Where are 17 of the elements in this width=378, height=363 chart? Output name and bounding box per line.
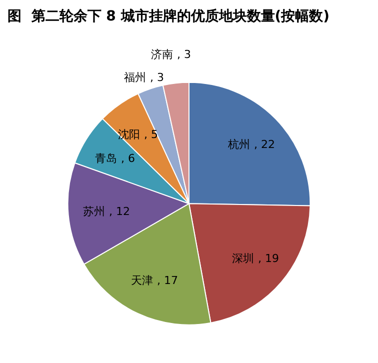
data-label: , 22: [254, 138, 275, 151]
data-label: , 19: [258, 252, 279, 265]
data-label: , 17: [157, 274, 178, 287]
slice-label: 济南: [151, 48, 173, 61]
data-label: , 6: [121, 152, 135, 165]
slice-label: 苏州: [83, 205, 105, 218]
slice-label: 青岛: [95, 152, 117, 165]
slice-label: 天津: [131, 274, 153, 287]
data-label: , 12: [109, 205, 130, 218]
data-label: , 3: [150, 71, 164, 84]
slice-label: 福州: [124, 71, 146, 84]
slice-label: 沈阳: [118, 128, 140, 141]
chart-title: 图 第二轮余下 8 城市挂牌的优质地块数量(按幅数): [8, 8, 330, 25]
slice-label: 深圳: [232, 252, 254, 265]
slice-label: 杭州: [227, 138, 250, 151]
data-label: , 3: [177, 48, 191, 61]
data-label: , 5: [144, 128, 158, 141]
